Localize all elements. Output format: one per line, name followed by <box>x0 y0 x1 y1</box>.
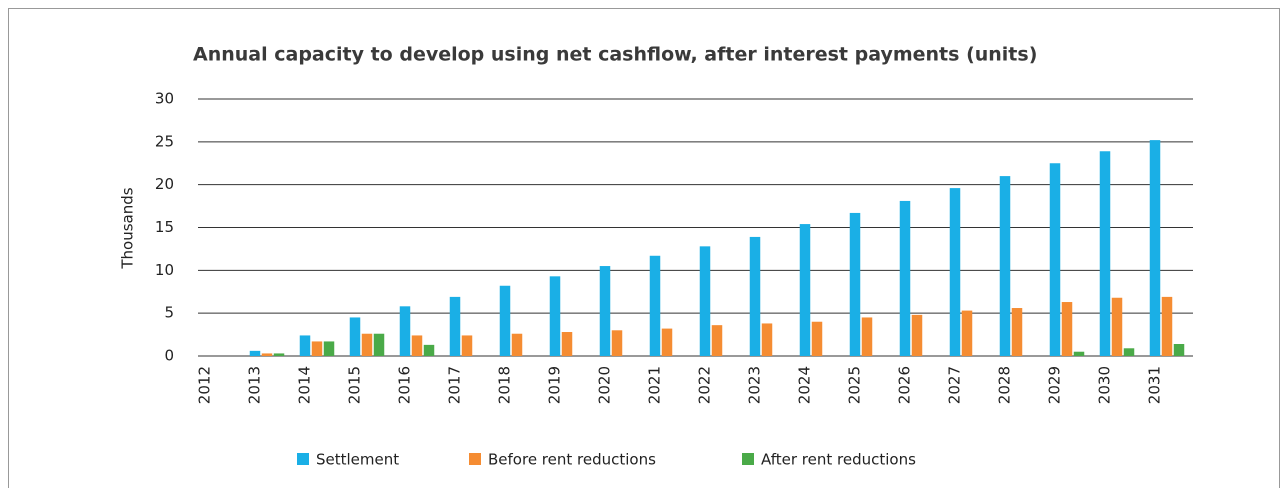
x-tick-label: 2013 <box>246 366 264 404</box>
bar <box>423 344 435 356</box>
x-tick-label: 2024 <box>796 366 814 404</box>
bar <box>999 176 1011 356</box>
bar <box>811 321 823 356</box>
y-tick-label: 0 <box>164 347 174 365</box>
x-tick-label: 2028 <box>996 366 1014 404</box>
x-tick-label: 2021 <box>646 366 664 404</box>
y-axis-label: Thousands <box>119 187 137 269</box>
x-tick-label: 2012 <box>196 366 214 404</box>
bar <box>899 200 911 356</box>
bar <box>561 332 573 356</box>
bar <box>749 236 761 356</box>
bar <box>1111 297 1123 356</box>
x-tick-label: 2019 <box>546 366 564 404</box>
bar <box>1061 302 1073 356</box>
bar <box>699 246 711 356</box>
x-tick-label: 2017 <box>446 366 464 404</box>
bar <box>261 353 273 356</box>
bar <box>799 224 811 356</box>
legend-swatch <box>469 453 481 465</box>
bar <box>511 333 523 356</box>
x-tick-label: 2023 <box>746 366 764 404</box>
y-tick-label: 20 <box>155 175 174 193</box>
x-tick-label: 2022 <box>696 366 714 404</box>
bar <box>911 314 923 356</box>
legend-label: Before rent reductions <box>488 451 656 469</box>
bar <box>1173 344 1185 356</box>
bar <box>323 341 335 356</box>
x-tick-label: 2015 <box>346 366 364 404</box>
x-tick-label: 2031 <box>1146 366 1164 404</box>
bar <box>761 323 773 356</box>
bar <box>649 255 661 356</box>
bar <box>399 306 411 356</box>
y-tick-label: 30 <box>155 90 174 108</box>
legend-swatch <box>742 453 754 465</box>
bar <box>1073 351 1085 356</box>
y-tick-label: 10 <box>155 261 174 279</box>
x-tick-label: 2018 <box>496 366 514 404</box>
bar <box>961 310 973 356</box>
bar <box>661 328 673 356</box>
bar <box>249 350 261 356</box>
bar <box>849 212 861 356</box>
bar <box>361 333 373 356</box>
x-tick-label: 2025 <box>846 366 864 404</box>
legend-label: After rent reductions <box>761 451 916 469</box>
y-tick-label: 15 <box>155 218 174 236</box>
x-tick-label: 2029 <box>1046 366 1064 404</box>
bar <box>1123 348 1135 356</box>
bar <box>461 335 473 356</box>
bar <box>449 296 461 356</box>
x-tick-label: 2026 <box>896 366 914 404</box>
bar <box>711 325 723 356</box>
bar <box>549 276 561 356</box>
x-tick-label: 2016 <box>396 366 414 404</box>
bar <box>861 317 873 356</box>
y-tick-label: 5 <box>164 304 174 322</box>
x-tick-label: 2014 <box>296 366 314 404</box>
bar <box>411 335 423 356</box>
bar <box>499 285 511 356</box>
y-tick-label: 25 <box>155 132 174 150</box>
x-tick-label: 2020 <box>596 366 614 404</box>
bar <box>311 341 323 356</box>
legend-label: Settlement <box>316 451 399 469</box>
chart-title: Annual capacity to develop using net cas… <box>193 44 1037 66</box>
x-tick-label: 2027 <box>946 366 964 404</box>
bar <box>1149 140 1161 356</box>
bar <box>1011 308 1023 356</box>
bar <box>1099 151 1111 356</box>
bar <box>949 188 961 356</box>
bar <box>273 353 285 356</box>
frame <box>8 8 1280 492</box>
legend-swatch <box>297 453 309 465</box>
bar <box>349 317 361 356</box>
bar <box>611 330 623 356</box>
bar <box>373 333 385 356</box>
bar <box>1161 296 1173 356</box>
bar <box>299 335 311 356</box>
bar <box>1049 163 1061 356</box>
bar <box>599 266 611 356</box>
x-tick-label: 2030 <box>1096 366 1114 404</box>
